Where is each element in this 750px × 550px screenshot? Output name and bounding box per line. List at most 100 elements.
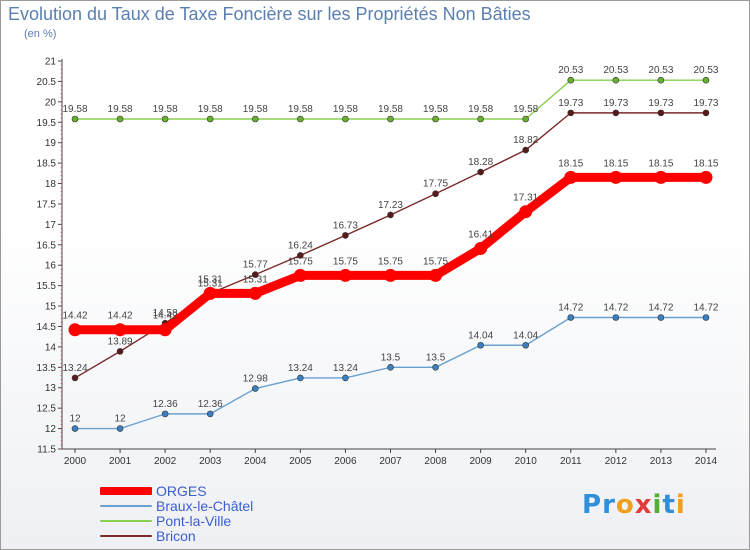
data-point-braux-le-ch-tel [387, 364, 394, 371]
data-label-braux-le-ch-tel: 13.24 [288, 363, 313, 374]
data-label-orges: 18.15 [603, 158, 628, 169]
data-label-bricon: 19.73 [558, 98, 583, 109]
data-point-orges [474, 241, 488, 255]
data-label-braux-le-ch-tel: 12.36 [198, 399, 223, 410]
legend-swatch-pont [100, 520, 152, 522]
data-point-orges [383, 268, 397, 282]
y-tick-label: 16.5 [37, 240, 57, 251]
data-point-orges [203, 286, 217, 300]
data-point-orges [429, 268, 443, 282]
data-point-braux-le-ch-tel [297, 374, 304, 382]
data-point-pont-la-ville [251, 115, 259, 123]
data-label-braux-le-ch-tel: 13.5 [426, 352, 446, 363]
y-tick-label: 12.5 [37, 404, 57, 415]
legend-item-orges: ORGES [100, 483, 360, 499]
legend-item-bricon: Bricon [100, 528, 360, 544]
data-point-pont-la-ville [297, 115, 304, 123]
x-tick-label: 2000 [64, 456, 87, 467]
data-point-bricon [297, 252, 304, 259]
data-point-braux-le-ch-tel [161, 410, 169, 418]
data-label-bricon: 15.31 [198, 278, 223, 289]
data-point-braux-le-ch-tel [71, 425, 79, 432]
data-point-bricon [477, 168, 484, 176]
data-label-orges: 18.15 [693, 158, 718, 169]
data-point-bricon [432, 190, 439, 198]
x-tick-label: 2014 [695, 456, 718, 467]
x-tick-label: 2006 [334, 456, 357, 467]
proxiti-logo: Proxiti [582, 490, 686, 520]
legend-label-orges: ORGES [156, 483, 207, 499]
data-label-orges: 14.42 [108, 311, 133, 322]
chart-title: Evolution du Taux de Taxe Foncière sur l… [8, 4, 531, 24]
data-point-bricon [387, 211, 394, 219]
y-tick-label: 15 [45, 302, 57, 313]
data-point-bricon [342, 232, 349, 239]
y-tick-label: 14 [45, 342, 57, 353]
x-tick-label: 2003 [199, 456, 222, 467]
data-point-bricon [657, 109, 665, 117]
data-label-pont-la-ville: 19.58 [62, 104, 87, 115]
x-tick-label: 2010 [515, 456, 538, 467]
y-tick-label: 20.5 [37, 77, 57, 88]
data-label-orges: 15.31 [198, 274, 223, 285]
data-point-braux-le-ch-tel [432, 364, 439, 371]
data-label-bricon: 13.24 [62, 363, 87, 374]
data-label-orges: 15.75 [378, 256, 403, 267]
data-point-pont-la-ville [477, 115, 484, 123]
data-point-pont-la-ville [116, 115, 124, 123]
data-label-pont-la-ville: 19.58 [243, 104, 268, 115]
data-point-pont-la-ville [206, 115, 214, 123]
data-label-bricon: 17.23 [378, 200, 403, 211]
data-label-braux-le-ch-tel: 14.72 [558, 302, 583, 313]
y-tick-label: 21 [45, 57, 57, 68]
data-point-pont-la-ville [387, 115, 394, 123]
data-point-braux-le-ch-tel [612, 314, 620, 321]
data-point-orges [654, 170, 668, 184]
legend-item-braux: Braux-le-Châtel [100, 498, 360, 514]
x-tick-label: 2008 [424, 456, 447, 467]
data-label-pont-la-ville: 20.53 [693, 65, 718, 76]
x-tick-label: 2004 [244, 456, 267, 467]
data-label-pont-la-ville: 19.58 [423, 104, 448, 115]
data-label-bricon: 13.89 [108, 336, 133, 347]
data-point-bricon [251, 271, 259, 278]
data-point-orges [293, 268, 307, 282]
legend-swatch-orges [100, 487, 152, 495]
data-label-braux-le-ch-tel: 13.5 [381, 352, 401, 363]
y-tick-label: 16 [45, 261, 57, 272]
data-point-braux-le-ch-tel [206, 410, 214, 418]
legend-swatch-braux [100, 505, 152, 507]
data-point-orges [248, 286, 262, 300]
data-point-orges [113, 323, 127, 337]
data-label-orges: 15.75 [288, 256, 313, 267]
data-label-pont-la-ville: 19.58 [198, 104, 223, 115]
data-point-pont-la-ville [342, 115, 349, 123]
data-label-braux-le-ch-tel: 12.98 [243, 374, 268, 385]
y-tick-label: 13.5 [37, 363, 57, 374]
data-label-orges: 15.75 [423, 256, 448, 267]
data-point-orges [68, 323, 82, 337]
data-label-bricon: 16.73 [333, 220, 358, 231]
y-tick-label: 19 [45, 138, 57, 149]
x-tick-label: 2011 [560, 456, 582, 467]
data-point-pont-la-ville [432, 115, 439, 123]
data-label-bricon: 19.73 [693, 98, 718, 109]
x-tick-label: 2001 [109, 456, 132, 467]
x-tick-label: 2009 [470, 456, 493, 467]
data-label-braux-le-ch-tel: 13.24 [333, 363, 358, 374]
data-label-braux-le-ch-tel: 12 [115, 414, 127, 425]
data-label-braux-le-ch-tel: 14.72 [648, 302, 673, 313]
data-point-braux-le-ch-tel [477, 341, 484, 349]
data-label-bricon: 18.28 [468, 157, 493, 168]
data-point-pont-la-ville [71, 115, 79, 123]
data-label-braux-le-ch-tel: 14.04 [513, 330, 538, 341]
data-point-braux-le-ch-tel [657, 314, 665, 321]
y-tick-label: 11.5 [37, 445, 56, 456]
data-point-braux-le-ch-tel [342, 374, 349, 382]
data-point-pont-la-ville [657, 76, 665, 84]
data-point-bricon [116, 348, 124, 355]
data-label-orges: 14.42 [153, 311, 178, 322]
data-point-bricon [71, 374, 79, 382]
data-label-pont-la-ville: 19.58 [153, 104, 178, 115]
y-tick-label: 13 [45, 383, 57, 394]
